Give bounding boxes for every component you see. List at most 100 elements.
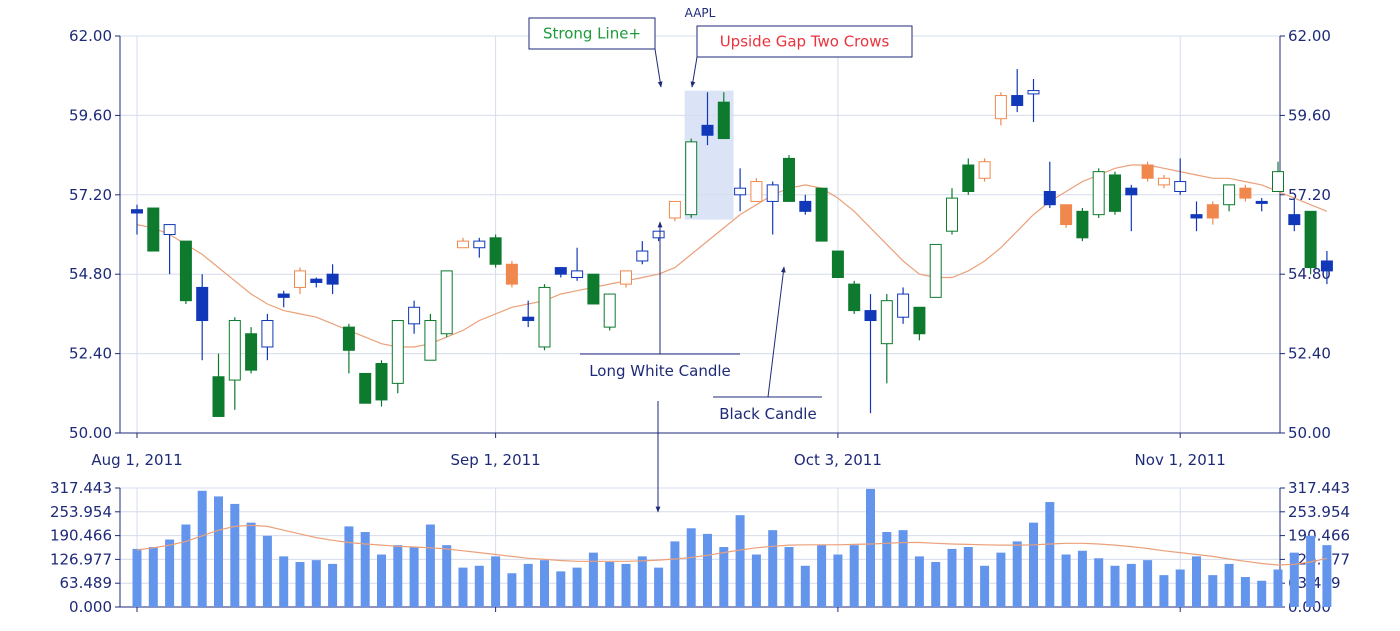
volume-bar: [1094, 558, 1104, 607]
candle: [1223, 184, 1236, 212]
volume-bar: [311, 560, 321, 607]
volume-bar: [523, 563, 533, 607]
annotations-layer: Strong Line+ Upside Gap Two Crows Long Whi…: [528, 17, 913, 513]
candle-body: [799, 200, 812, 212]
candle: [245, 327, 258, 374]
price-tick-label-left: 50.00: [69, 424, 112, 442]
volume-bar: [458, 567, 468, 607]
volume-bar: [165, 539, 175, 607]
candle: [1272, 161, 1284, 192]
candle: [1076, 208, 1089, 242]
volume-bar: [833, 554, 843, 607]
volume-bar: [670, 541, 680, 607]
candle: [1320, 251, 1333, 285]
candle-body: [342, 326, 355, 351]
candle-body: [668, 200, 681, 219]
candles-layer: [131, 69, 1333, 417]
candle-body: [587, 273, 600, 305]
volume-bar: [1322, 545, 1332, 607]
price-tick-label-left: 52.40: [69, 345, 112, 363]
date-label: Oct 3, 2011: [794, 451, 882, 469]
candle-body: [783, 157, 795, 202]
candle-body: [1174, 181, 1187, 192]
candle-body: [212, 376, 225, 417]
candle-body: [505, 263, 518, 285]
upside-gap-label: Upside Gap Two Crows: [720, 33, 890, 51]
volume-bar: [1159, 575, 1169, 607]
candle: [571, 247, 584, 281]
candle-body: [1190, 214, 1203, 219]
volume-bar: [344, 526, 354, 607]
candle: [505, 260, 518, 288]
candle: [179, 240, 192, 304]
candle: [1011, 69, 1024, 113]
candle: [994, 92, 1007, 126]
candle-body: [652, 230, 665, 239]
candle: [261, 313, 274, 361]
volume-bar: [1224, 563, 1234, 607]
candle: [277, 290, 290, 308]
strong-line-box: [528, 17, 656, 50]
candle: [831, 250, 844, 279]
volume-bar: [540, 560, 549, 607]
candle-body: [962, 164, 975, 192]
candle: [701, 92, 714, 146]
volume-tick-label-left: 63.489: [60, 574, 113, 592]
candle-body: [636, 250, 649, 262]
volume-bar: [1077, 550, 1087, 607]
candle: [1125, 184, 1138, 232]
volume-bar: [360, 532, 370, 607]
candle-body: [1272, 171, 1284, 192]
candle: [620, 270, 632, 288]
candle: [880, 294, 893, 384]
candle-body: [391, 320, 404, 384]
candle-body: [1043, 190, 1056, 206]
candle-body: [228, 320, 241, 381]
volume-bar: [1045, 502, 1055, 607]
candle: [929, 243, 942, 298]
candle-body: [1060, 204, 1073, 226]
candle: [1288, 198, 1301, 232]
candle-body: [1027, 90, 1040, 95]
candle-body: [196, 286, 209, 322]
candle: [1255, 198, 1268, 212]
price-tick-label-left: 57.20: [69, 186, 112, 204]
candle-body: [179, 240, 192, 302]
candle: [1206, 201, 1219, 225]
candle: [1304, 210, 1317, 275]
candle: [489, 234, 502, 268]
volume-bar: [751, 554, 761, 607]
candle-body: [1092, 171, 1105, 216]
candle: [864, 294, 877, 414]
candle: [766, 181, 779, 235]
price-tick-label-right: 59.60: [1288, 106, 1331, 124]
chart-title: AAPL: [685, 6, 716, 20]
candle-body: [603, 293, 616, 328]
candle-body: [522, 316, 535, 322]
volume-bar: [963, 547, 973, 607]
volume-bar: [686, 528, 696, 607]
strong-line-arrow: [654, 48, 663, 88]
price-tick-label-right: 54.80: [1288, 265, 1331, 283]
candle-body: [701, 124, 714, 136]
candle-body: [163, 224, 176, 235]
volume-bar: [1257, 580, 1267, 607]
candle: [1027, 79, 1040, 123]
candle-body: [994, 95, 1007, 120]
price-tick-label-left: 59.60: [69, 106, 112, 124]
candle: [636, 241, 649, 265]
volume-bar: [654, 567, 664, 607]
candle-body: [913, 306, 926, 335]
candle: [1043, 161, 1056, 209]
candle: [375, 360, 388, 407]
candle-body: [1206, 204, 1219, 219]
volume-bar: [817, 545, 827, 607]
candle-body: [554, 267, 567, 275]
candle: [1157, 174, 1170, 189]
candle-body: [131, 209, 143, 214]
volume-bar: [1289, 552, 1299, 607]
candle: [163, 224, 176, 275]
moving-average-layer: [136, 164, 1328, 348]
volume-bar: [393, 545, 403, 607]
